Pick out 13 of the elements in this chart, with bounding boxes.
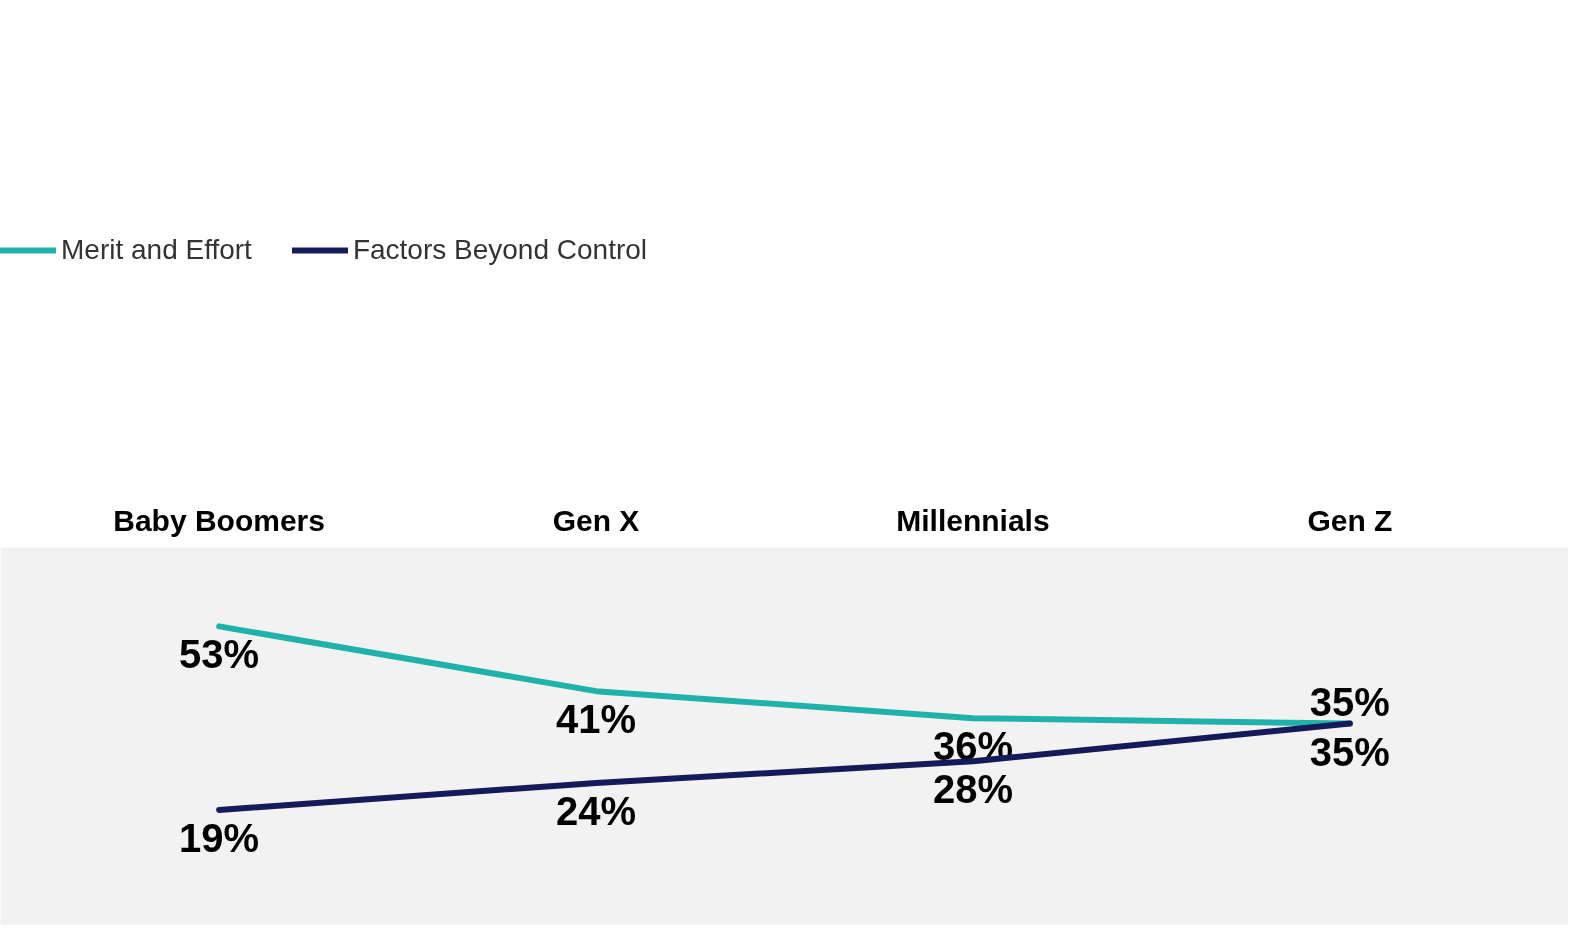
x-tick-label: Gen X xyxy=(552,503,640,537)
x-tick-label: Gen Z xyxy=(1307,503,1393,537)
x-tick-label: Baby Boomers xyxy=(113,503,325,537)
legend-label: Factors Beyond Control xyxy=(352,234,648,266)
data-label: 28% xyxy=(932,767,1013,812)
legend-label: Merit and Effort xyxy=(61,234,252,266)
data-label: 53% xyxy=(179,632,260,677)
data-label: 19% xyxy=(179,815,260,860)
data-label: 41% xyxy=(556,697,637,742)
data-label: 35% xyxy=(1309,729,1390,774)
data-label: 35% xyxy=(1309,679,1390,724)
x-tick-label: Millennials xyxy=(896,503,1050,537)
data-label: 24% xyxy=(556,788,637,833)
